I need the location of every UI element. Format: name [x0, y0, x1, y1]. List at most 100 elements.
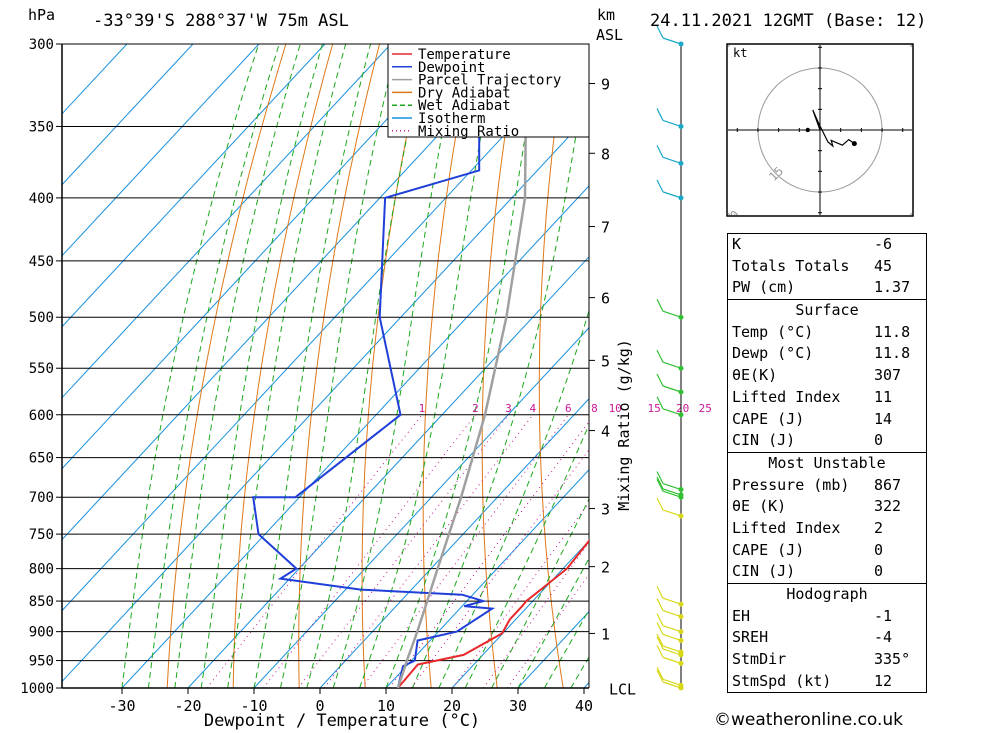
wind-barb-flag [656, 476, 664, 490]
height-unit-asl: ASL [596, 26, 624, 44]
indices-row-value: -1 [874, 606, 893, 625]
wet-adiabat-line [491, 497, 589, 688]
height-tick-label: 9 [601, 76, 610, 94]
indices-row: Pressure (mb) 867 [728, 475, 926, 497]
wind-barb-shaft [662, 678, 682, 686]
hodograph-trace [812, 109, 855, 148]
wind-barb-flag [656, 108, 664, 121]
wind-barb-shaft [662, 656, 682, 664]
wind-barb-flag [656, 633, 664, 647]
wind-barb-shaft [662, 361, 682, 369]
hodograph-unit-label: kt [733, 46, 747, 60]
wind-barb-shaft [662, 610, 682, 618]
wind-barb-flag [656, 145, 664, 158]
wind-barb-shaft [662, 509, 682, 517]
indices-row: Lifted Index 11 [728, 387, 926, 409]
indices-row: SREH -4 [728, 627, 926, 649]
temperature-tick-label: -20 [174, 697, 201, 715]
indices-row-label: EH [732, 606, 751, 625]
wind-barb-shaft [662, 597, 682, 605]
indices-row-value: 2 [874, 518, 884, 537]
wind-barb-shaft [662, 488, 682, 496]
indices-row: CAPE (J) 0 [728, 540, 926, 562]
parcel-trajectory-profile [396, 61, 528, 688]
indices-row-value: 307 [874, 366, 902, 385]
wind-barb-flag [656, 585, 664, 599]
pressure-tick-label: 1000 [20, 681, 54, 697]
legend-item-label: Wet Adiabat [418, 98, 511, 114]
wind-barb-shaft [662, 482, 682, 491]
indices-row-label: K [732, 235, 742, 253]
indices-row-label: Lifted Index [732, 518, 841, 537]
wet-adiabat-line [174, 44, 301, 688]
height-tick-label: 5 [601, 352, 610, 370]
indices-row-label: θE (K) [732, 497, 787, 516]
mixing-ratio-line [206, 414, 423, 688]
wind-barb-flag [656, 471, 664, 484]
pressure-tick-label: 650 [29, 451, 54, 467]
mixing-ratio-label: 8 [591, 402, 598, 415]
wet-adiabat-line [227, 44, 347, 688]
wind-barb-dot [678, 652, 684, 658]
indices-row: PW (cm) 1.37 [728, 277, 926, 299]
wind-barb-flag [656, 622, 664, 635]
legend-item-label: Isotherm [418, 111, 485, 127]
pressure-tick-label: 700 [29, 490, 54, 506]
wet-adiabat-line [517, 557, 589, 688]
wind-barb-shaft [662, 490, 682, 498]
wind-barb [656, 598, 684, 620]
wind-barb [656, 497, 684, 519]
wind-barb-dot [678, 685, 684, 691]
legend-item-label: Dry Adiabat [418, 85, 511, 101]
pressure-unit-label: hPa [28, 6, 56, 24]
wind-barb-dot [678, 629, 684, 635]
wind-barb-dot [678, 412, 684, 418]
legend-item-label: Dewpoint [418, 60, 485, 76]
wind-barb-flag [656, 667, 664, 680]
pressure-tick-label: 850 [29, 594, 54, 610]
wind-barb-shaft [662, 633, 682, 642]
mixing-ratio-label: 2 [472, 402, 479, 415]
wet-adiabat-line [147, 44, 280, 688]
mixing-ratio-label: 6 [565, 402, 572, 415]
wind-barb-dot [678, 314, 684, 320]
height-tick-label: 6 [601, 290, 610, 308]
wind-barb [656, 585, 684, 607]
wind-barb-shaft [662, 37, 682, 45]
wind-barb [656, 179, 684, 201]
indices-row-label: PW (cm) [732, 278, 796, 297]
legend-item-label: Temperature [418, 47, 511, 63]
indices-row-value: -6 [874, 235, 893, 253]
wind-barb-dot [678, 365, 684, 371]
isotherm-line [62, 44, 458, 470]
wind-barb [656, 25, 684, 47]
indices-table: K -6 Totals Totals 45 PW (cm) 1.37 Surface Tem… [727, 233, 927, 694]
indices-row: CIN (J) 0 [728, 430, 926, 452]
wind-barb [656, 145, 684, 166]
wind-barb-shaft [662, 645, 682, 653]
height-tick-label: 1 [601, 625, 610, 643]
wind-barb-shaft [662, 385, 682, 393]
indices-row-label: Totals Totals [732, 256, 850, 275]
indices-row-label: θE(K) [732, 366, 778, 385]
wind-barb [656, 373, 684, 395]
mixing-ratio-line [323, 414, 534, 688]
isotherm-line [62, 44, 392, 399]
indices-row-value: 12 [874, 671, 893, 690]
pressure-tick-label: 450 [29, 254, 54, 270]
wind-barb-shaft [662, 310, 682, 318]
wind-barb-shaft [662, 156, 682, 164]
indices-row: θE(K) 307 [728, 365, 926, 387]
isotherm-line [121, 185, 589, 688]
pressure-tick-label: 800 [29, 562, 54, 578]
indices-row: StmSpd (kt) 12 [728, 671, 926, 693]
hodograph-indices-box: Hodograph EH -1 SREH -4 StmDir 335° StmSpd (kt)… [727, 583, 927, 694]
dry-adiabat-line [648, 44, 695, 688]
wind-barb [656, 349, 684, 371]
wind-barb [656, 669, 684, 691]
isotherm-line [62, 44, 194, 186]
most-unstable-indices-box: Most Unstable Pressure (mb) 867 θE (K) 322 Li… [727, 451, 927, 583]
